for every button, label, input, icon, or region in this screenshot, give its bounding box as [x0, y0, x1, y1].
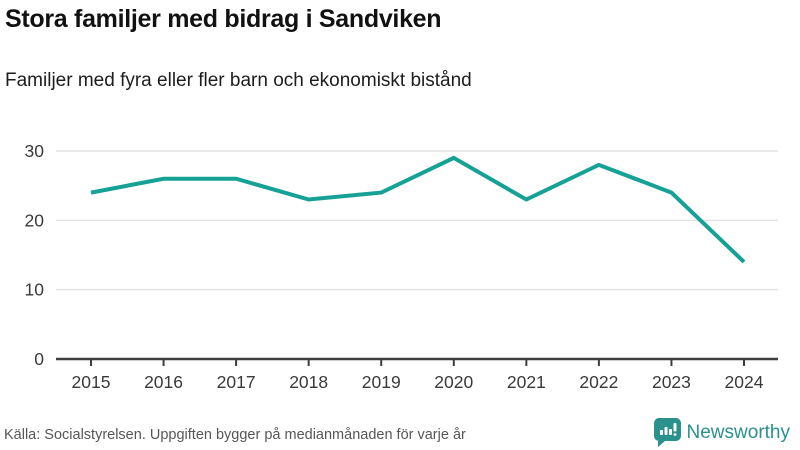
- chart-subtitle: Familjer med fyra eller fler barn och ek…: [5, 70, 472, 91]
- x-axis-tick-label: 2020: [434, 372, 473, 392]
- y-axis-tick-label: 0: [34, 349, 44, 369]
- x-axis-tick-label: 2015: [72, 372, 111, 392]
- x-axis-tick-label: 2016: [144, 372, 183, 392]
- line-chart: 0 10 20 30 2015 2016 2017 2018 2019 2020 2021 2022 2…: [25, 141, 778, 392]
- x-axis-tick-label: 2023: [652, 372, 691, 392]
- x-axis-tick-label: 2024: [725, 372, 764, 392]
- y-axis-tick-label: 20: [25, 210, 45, 230]
- page-title: Stora familjer med bidrag i Sandviken: [5, 5, 442, 33]
- y-axis-tick-label: 30: [25, 141, 45, 161]
- x-axis-tick-label: 2019: [362, 372, 401, 392]
- brand-name: Newsworthy: [686, 421, 790, 443]
- x-axis-tick-label: 2017: [217, 372, 256, 392]
- newsworthy-logo: Newsworthy: [653, 418, 790, 447]
- data-series-line: [90, 155, 746, 264]
- x-axis-tick-label: 2018: [289, 372, 328, 392]
- y-axis-tick-label: 10: [25, 280, 45, 300]
- x-axis-tick-label: 2022: [579, 372, 618, 392]
- source-note: Källa: Socialstyrelsen. Uppgiften bygger…: [4, 427, 466, 443]
- bar-chart-pin-icon: [653, 418, 681, 447]
- x-axis-tick-label: 2021: [507, 372, 546, 392]
